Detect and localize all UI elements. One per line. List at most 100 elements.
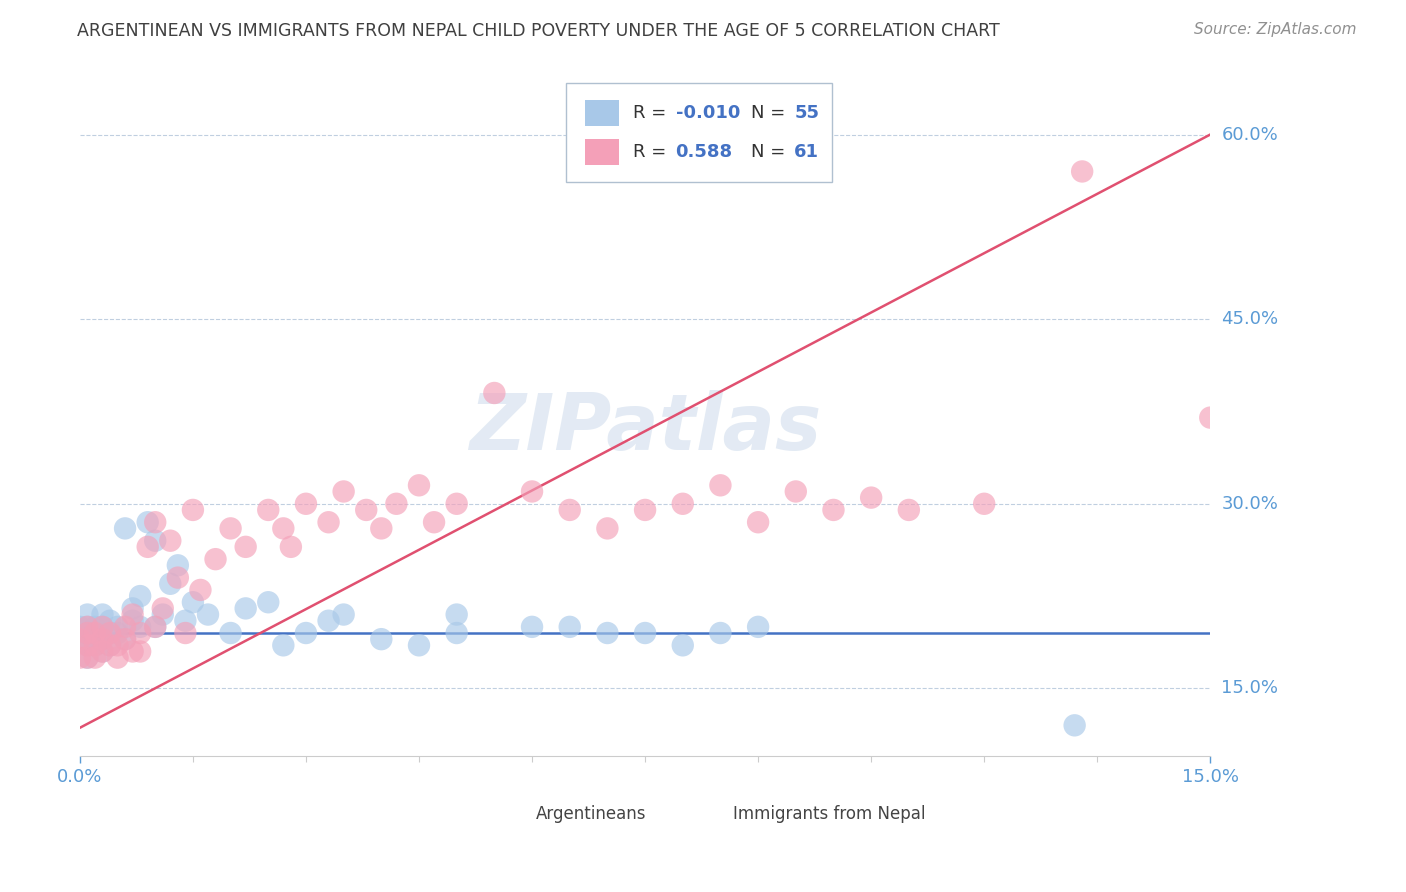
Point (672, 638, 695, 652)
Point (318, 515, 340, 529)
Point (84, 620, 107, 634)
Point (823, 503, 845, 517)
Point (295, 626, 318, 640)
Point (107, 638, 129, 652)
Point (159, 576, 181, 591)
Point (709, 478, 731, 492)
Text: R =: R = (633, 143, 672, 161)
Point (107, 626, 129, 640)
Point (332, 484, 354, 499)
Point (747, 515, 769, 529)
Point (98, 638, 121, 652)
Point (129, 589, 152, 603)
Point (318, 614, 340, 628)
Point (76, 650, 98, 665)
Point (174, 626, 197, 640)
Text: 45.0%: 45.0% (1222, 310, 1278, 328)
Point (219, 521, 242, 535)
Point (84, 638, 107, 652)
Point (76, 620, 98, 634)
Point (129, 626, 152, 640)
FancyBboxPatch shape (567, 83, 831, 182)
Text: Immigrants from Nepal: Immigrants from Nepal (734, 805, 925, 823)
Point (634, 503, 657, 517)
Point (69, 632, 91, 647)
Point (235, 540, 257, 554)
Text: N =: N = (751, 143, 792, 161)
Point (174, 614, 197, 628)
Point (98, 626, 121, 640)
Point (114, 632, 136, 647)
Point (280, 540, 302, 554)
Point (197, 607, 219, 622)
Point (91, 632, 114, 647)
Point (84, 626, 107, 640)
Point (273, 521, 295, 535)
Point (897, 503, 920, 517)
Point (84, 638, 107, 652)
Text: 30.0%: 30.0% (1222, 495, 1278, 513)
Point (91, 620, 114, 634)
Point (860, 491, 883, 505)
Point (370, 632, 392, 647)
Text: 60.0%: 60.0% (1222, 126, 1278, 144)
Point (129, 620, 152, 634)
Point (91, 632, 114, 647)
Point (354, 503, 377, 517)
Point (121, 601, 143, 615)
Point (136, 515, 159, 529)
Text: N =: N = (751, 103, 792, 121)
Text: R =: R = (633, 103, 672, 121)
Point (332, 607, 354, 622)
Point (114, 521, 136, 535)
Point (385, 497, 408, 511)
Point (181, 595, 204, 609)
Point (166, 558, 188, 573)
FancyBboxPatch shape (585, 100, 619, 126)
Point (91, 620, 114, 634)
Point (143, 533, 166, 548)
Point (1071, 164, 1094, 178)
Point (273, 638, 295, 652)
Point (84, 626, 107, 640)
Point (423, 515, 446, 529)
Point (91, 644, 114, 658)
Text: 55: 55 (794, 103, 820, 121)
Point (596, 521, 619, 535)
FancyBboxPatch shape (696, 800, 724, 828)
Point (408, 478, 430, 492)
Text: Argentineans: Argentineans (536, 805, 645, 823)
Point (1199, 410, 1222, 425)
Point (520, 484, 543, 499)
Point (84, 632, 107, 647)
Point (190, 582, 212, 597)
Point (152, 601, 174, 615)
Point (484, 386, 506, 401)
FancyBboxPatch shape (498, 800, 526, 828)
Text: 61: 61 (794, 143, 820, 161)
Point (136, 540, 159, 554)
Text: 15.0%: 15.0% (1222, 680, 1278, 698)
Point (114, 620, 136, 634)
Point (98, 638, 121, 652)
Point (129, 644, 152, 658)
Point (558, 503, 581, 517)
Text: 0.588: 0.588 (676, 143, 733, 161)
Point (1063, 718, 1085, 732)
Point (747, 620, 769, 634)
Point (121, 614, 143, 628)
Point (69, 650, 91, 665)
Text: -0.010: -0.010 (676, 103, 740, 121)
Point (446, 497, 468, 511)
Point (159, 533, 181, 548)
Point (69, 620, 91, 634)
Point (76, 638, 98, 652)
Point (166, 571, 188, 585)
Point (76, 650, 98, 665)
Point (143, 620, 166, 634)
Point (558, 620, 581, 634)
Point (84, 650, 107, 665)
Point (107, 650, 129, 665)
Point (121, 644, 143, 658)
Point (446, 607, 468, 622)
